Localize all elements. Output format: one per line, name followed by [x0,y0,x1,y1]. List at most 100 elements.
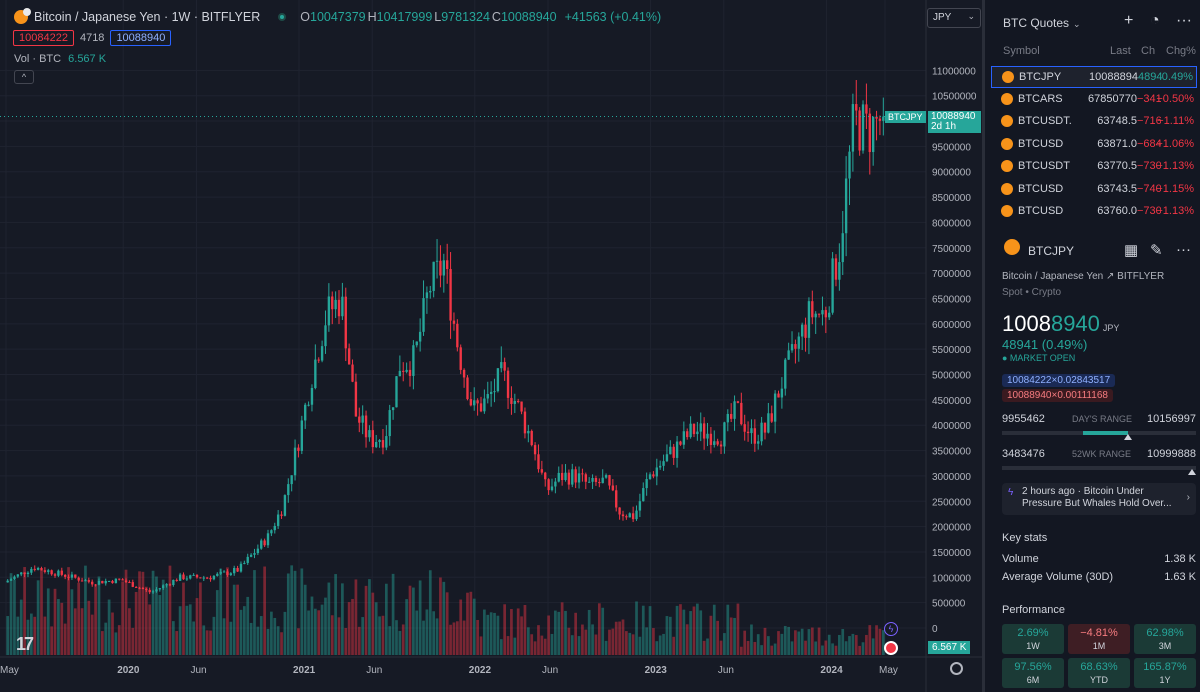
row-change-percent: −1.06% [1156,137,1194,150]
volume-bar [614,621,618,655]
candle-body [378,440,381,442]
watchlist-row[interactable]: BTCUSD 63743.5 −740 −1.15% [991,179,1197,201]
candle-body [611,485,615,491]
external-link-icon[interactable]: ↗ [1105,271,1115,282]
volume-bar [486,614,490,655]
volume-bar [171,621,175,655]
ask-quote: 10088940×0.00111168 [1002,389,1113,402]
candle-body [574,469,577,483]
detail-symbol[interactable]: BTCJPY [1028,244,1075,258]
volume-bar [736,603,740,655]
candle-body [124,580,128,583]
volume-bar [239,609,243,655]
more-icon[interactable]: ··· [1176,12,1192,29]
row-change: −740 [1137,182,1161,195]
col-last[interactable]: Last [1110,45,1131,57]
volume-bar [682,609,686,655]
candle-body [216,573,219,576]
candle-body [219,571,222,574]
grid-icon[interactable]: ▦ [1124,242,1139,259]
watchlist-row[interactable]: BTCARS 67850770 −341 −0.50% [991,89,1197,111]
volume-bar [672,636,676,655]
volume-bar [412,587,415,655]
candle-body [425,292,429,299]
flash-icon[interactable]: ϟ [884,622,898,636]
collapse-legend-button[interactable]: ^ [14,70,34,84]
candle-body [47,570,50,572]
candle-body [787,350,790,360]
candle-body [696,431,699,435]
volume-bar [131,627,135,655]
currency-select[interactable]: JPY ⌄ [927,8,981,28]
spread-value: 4718 [79,32,105,44]
volume-bar [242,606,246,655]
watchlist-row[interactable]: BTCUSDT 63770.5 −730 −1.13% [991,156,1197,178]
volume-bar [283,611,287,655]
candle-body [449,268,452,321]
tradingview-logo[interactable]: 17 [16,634,34,654]
volume-bar [30,613,33,655]
volume-bar [9,573,13,655]
volume-bar [40,569,43,655]
volume-bar [418,580,422,655]
watchlist-row[interactable]: BTCJPY 10088894 4894 0.49% [991,66,1197,88]
candle-body [540,469,544,473]
candle-body [391,407,395,411]
volume-bar [854,635,858,655]
volume-bar [827,634,831,655]
candle-body [229,573,233,576]
gear-icon[interactable] [950,662,963,675]
candle-body [435,260,439,262]
col-chgp[interactable]: Chg% [1166,45,1196,57]
lightning-icon: ϟ [1008,487,1014,498]
x-tick-label: Jun [718,665,734,676]
chart-pie-icon[interactable]: ◔ [1150,12,1160,29]
last-price: 10088940 [931,110,976,122]
col-symbol[interactable]: Symbol [1003,45,1040,57]
volume-bar [168,565,172,655]
y-tick-label: 6000000 [932,320,971,331]
candle-body [405,369,408,372]
volume-bar [445,592,449,655]
watchlist-row[interactable]: BTCUSD 63760.0 −730 −1.13% [991,201,1197,223]
x-tick-label: May [879,665,898,676]
volume-bar [378,616,381,655]
candle-body [797,336,800,349]
record-icon[interactable] [884,641,898,655]
volume-bar [540,635,544,655]
volume-bar [756,634,760,655]
watchlist-title[interactable]: BTC Quotes ⌄ [1003,16,1081,30]
bid-badge[interactable]: 10084222 [13,30,74,46]
volume-bar [787,626,791,655]
edit-icon[interactable]: ✎ [1150,242,1163,259]
volume-bar [67,567,70,655]
volume-bar [53,588,57,655]
volume-bar [205,630,209,655]
chart-title[interactable]: Bitcoin / Japanese Yen · 1W · BITFLYER [34,10,261,24]
volume-bar [435,618,439,655]
price-chart[interactable]: 1100000010500000100000009500000900000085… [0,0,982,692]
col-ch[interactable]: Ch [1141,45,1156,57]
candle-body [249,554,253,557]
volume-bar [307,610,310,655]
wk-high: 10999888 [1147,448,1196,460]
candle-body [828,312,831,318]
detail-name[interactable]: Bitcoin / Japanese Yen [1002,271,1104,282]
candle-body [581,473,584,475]
candle-body [601,477,604,484]
candle-body [757,441,760,444]
watchlist-row[interactable]: BTCUSDT. 63748.5 −716 −1.11% [991,111,1197,133]
volume-bar [871,638,875,655]
volume-bar [510,609,513,655]
watchlist-row[interactable]: BTCUSD 63871.0 −684 −1.06% [991,134,1197,156]
more-icon[interactable]: ··· [1176,241,1191,258]
ask-badge[interactable]: 10088940 [110,30,172,46]
plus-icon[interactable]: + [1124,12,1134,29]
news-item[interactable]: ϟ 2 hours ago · Bitcoin Under Pressure B… [1002,483,1196,515]
chart-area[interactable]: 1100000010500000100000009500000900000085… [0,0,982,692]
y-tick-label: 2000000 [932,523,971,534]
candle-body [162,585,165,589]
candle-body [9,579,13,581]
candle-body [57,570,60,576]
candle-body [145,588,148,590]
